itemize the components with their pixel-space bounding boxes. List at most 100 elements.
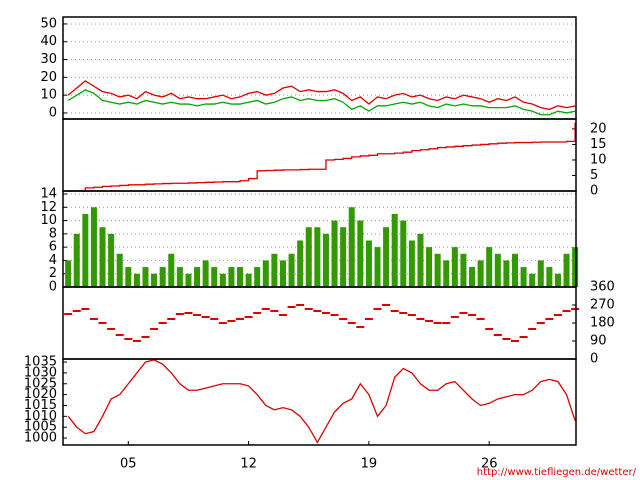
point [545,318,554,320]
bar [202,260,209,287]
point [399,312,408,314]
point [107,328,116,330]
y-tick-label: 1035 [24,355,57,370]
bar [563,253,570,287]
point [493,334,502,336]
data-line [67,359,576,444]
y-tick-label: 10 [40,213,57,228]
point [347,322,356,324]
point [519,336,528,338]
bar [391,213,398,287]
point [442,322,451,324]
point [184,312,193,314]
y-tick-label: 0 [49,280,57,295]
point [536,322,545,324]
bar [400,220,407,287]
bar [228,267,235,287]
bar [546,267,553,287]
point [373,308,382,310]
y-tick-label: 0 [590,184,598,199]
point [175,313,184,315]
point [313,310,322,312]
point [485,328,494,330]
bar [451,247,458,287]
data-line [67,80,576,111]
y-tick-label: 12 [40,200,57,215]
bar [460,253,467,287]
y-tick-label: 1000 [24,431,57,446]
y-tick-label: 30 [40,52,57,67]
point [510,340,519,342]
data-line [67,89,576,116]
y-tick-label: 10 [590,152,607,167]
point [278,314,287,316]
y-tick-label: 1010 [24,409,57,424]
point [253,312,262,314]
bar [194,267,201,287]
point [124,338,133,340]
point [390,310,399,312]
point [89,318,98,320]
point [218,322,227,324]
y-tick-label: 10 [40,88,57,103]
point [416,318,425,320]
bar [305,227,312,287]
y-tick-label: 8 [49,226,57,241]
x-tick-label: 26 [481,457,498,472]
bar [417,233,424,287]
point [382,304,391,306]
y-tick-label: 20 [40,70,57,85]
bar [237,267,244,287]
bar [383,227,390,287]
point [115,334,124,336]
point [270,310,279,312]
y-tick-label: 40 [40,34,57,49]
bar [168,253,175,287]
bar [494,253,501,287]
bar [73,233,80,287]
point [571,308,580,310]
bar [357,220,364,287]
bar [503,260,510,287]
bar [365,240,372,287]
point [304,308,313,310]
bar [133,273,140,287]
bar [211,267,218,287]
bar [520,267,527,287]
bar [297,240,304,287]
bar [314,227,321,287]
footer-url: http://www.tiefliegen.de/wetter/ [477,467,637,478]
bar [159,267,166,287]
point [528,328,537,330]
point [425,320,434,322]
point [459,312,468,314]
bar [477,260,484,287]
bar [374,247,381,287]
point [236,318,245,320]
data-line [68,122,576,192]
y-tick-label: 180 [590,316,615,331]
y-tick-label: 50 [40,16,57,31]
point [193,314,202,316]
y-tick-label: 1005 [24,420,57,435]
point [296,304,305,306]
point [407,314,416,316]
bar [219,273,226,287]
bar [90,207,97,287]
bar [262,260,269,287]
bar [340,227,347,287]
bar [151,273,158,287]
bar [254,267,261,287]
y-tick-label: 1025 [24,376,57,391]
point [227,320,236,322]
y-tick-label: 4 [49,253,57,268]
bar [176,267,183,287]
point [364,318,373,320]
point [132,340,141,342]
bar [434,253,441,287]
bar [245,273,252,287]
y-tick-label: 270 [590,298,615,313]
bar [554,273,561,287]
bar [271,253,278,287]
point [141,336,150,338]
